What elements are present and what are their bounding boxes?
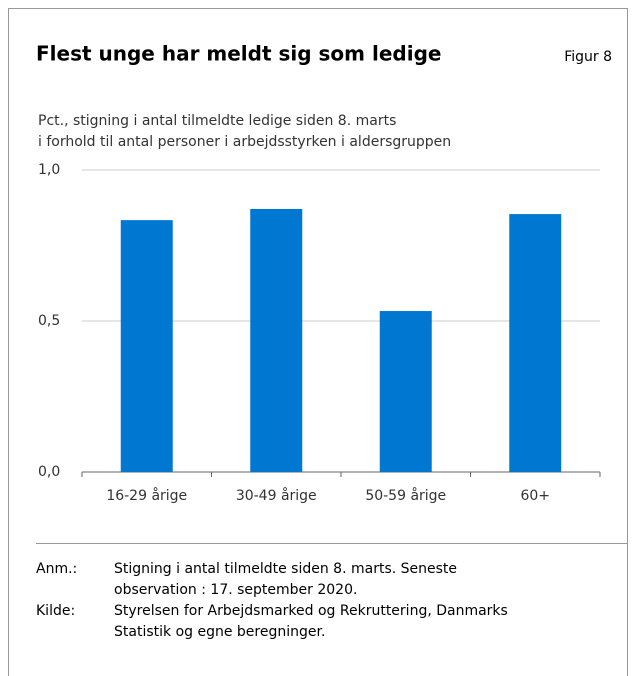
x-tick-label: 30-49 årige	[236, 487, 317, 504]
note-label: Anm.:	[36, 561, 77, 577]
bar	[379, 311, 432, 472]
chart-title: Flest unge har meldt sig som ledige	[36, 42, 441, 66]
y-tick-label: 0,5	[38, 313, 60, 329]
bar	[120, 220, 173, 472]
note-text: Styrelsen for Arbejdsmarked og Rekrutter…	[114, 603, 508, 619]
y-tick-label: 0,0	[38, 464, 60, 480]
frame	[8, 8, 628, 676]
note-label: Kilde:	[36, 603, 75, 619]
subtitle: i forhold til antal personer i arbejdsst…	[38, 134, 451, 150]
note-text: Statistik og egne beregninger.	[114, 624, 325, 640]
x-tick-label: 16-29 årige	[106, 487, 187, 504]
note-text: Stigning i antal tilmeldte siden 8. mart…	[114, 561, 457, 577]
x-tick-label: 60+	[520, 488, 550, 504]
bar	[509, 214, 562, 473]
y-tick-label: 1,0	[38, 162, 60, 178]
subtitle: Pct., stigning i antal tilmeldte ledige …	[38, 113, 396, 129]
figure-label: Figur 8	[564, 49, 612, 65]
note-text: observation : 17. september 2020.	[114, 582, 357, 598]
x-tick-label: 50-59 årige	[365, 487, 446, 504]
bar	[250, 208, 303, 472]
